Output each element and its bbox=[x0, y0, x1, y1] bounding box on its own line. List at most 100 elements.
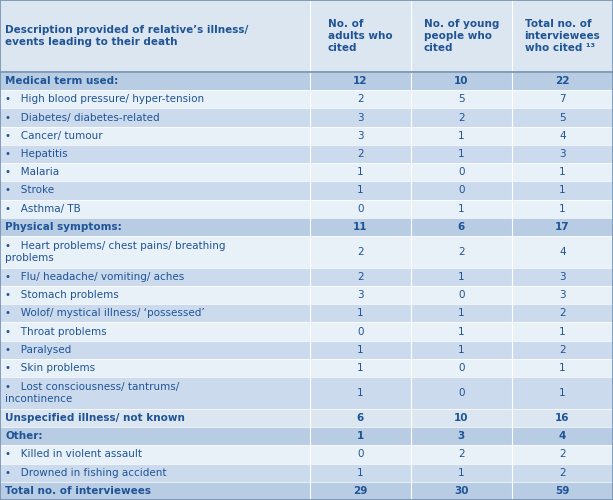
Bar bbox=[310, 377, 411, 409]
Bar bbox=[0, 377, 310, 409]
Text: 1: 1 bbox=[559, 326, 566, 336]
Text: 1: 1 bbox=[357, 468, 364, 477]
Text: 2: 2 bbox=[458, 112, 465, 122]
Bar bbox=[310, 427, 411, 446]
Text: Other:: Other: bbox=[5, 431, 42, 441]
Text: 16: 16 bbox=[555, 413, 569, 423]
Bar bbox=[310, 322, 411, 340]
Text: •   Paralysed: • Paralysed bbox=[5, 345, 71, 355]
Bar bbox=[512, 163, 613, 182]
Text: 1: 1 bbox=[458, 326, 465, 336]
Bar bbox=[310, 446, 411, 464]
Text: 1: 1 bbox=[357, 388, 364, 398]
Text: 6: 6 bbox=[357, 413, 364, 423]
Text: 1: 1 bbox=[559, 204, 566, 214]
Bar bbox=[512, 182, 613, 200]
Text: 59: 59 bbox=[555, 486, 569, 496]
Text: 3: 3 bbox=[458, 431, 465, 441]
Bar bbox=[411, 377, 512, 409]
Text: 3: 3 bbox=[559, 272, 566, 282]
Text: 10: 10 bbox=[454, 413, 468, 423]
Bar bbox=[0, 446, 310, 464]
Text: •   Malaria: • Malaria bbox=[5, 168, 59, 177]
Bar bbox=[0, 482, 310, 500]
Bar bbox=[310, 218, 411, 236]
Text: •   Throat problems: • Throat problems bbox=[5, 326, 107, 336]
Text: •   High blood pressure/ hyper-tension: • High blood pressure/ hyper-tension bbox=[5, 94, 204, 104]
Text: •   Stomach problems: • Stomach problems bbox=[5, 290, 119, 300]
Bar bbox=[0, 340, 310, 359]
Text: 4: 4 bbox=[558, 431, 566, 441]
Text: 5: 5 bbox=[458, 94, 465, 104]
Bar bbox=[310, 163, 411, 182]
Bar bbox=[310, 72, 411, 90]
Text: 1: 1 bbox=[458, 308, 465, 318]
Text: 11: 11 bbox=[353, 222, 367, 232]
Text: 0: 0 bbox=[357, 326, 364, 336]
Text: 1: 1 bbox=[357, 431, 364, 441]
Text: 2: 2 bbox=[559, 450, 566, 460]
Bar bbox=[512, 304, 613, 322]
Bar bbox=[310, 286, 411, 304]
Bar bbox=[0, 182, 310, 200]
Bar bbox=[411, 322, 512, 340]
Bar bbox=[512, 446, 613, 464]
Text: 3: 3 bbox=[357, 131, 364, 141]
Text: 2: 2 bbox=[559, 468, 566, 477]
Bar bbox=[512, 108, 613, 126]
Bar bbox=[411, 268, 512, 286]
Text: 2: 2 bbox=[559, 345, 566, 355]
Bar bbox=[512, 236, 613, 268]
Bar bbox=[411, 0, 512, 72]
Bar bbox=[512, 409, 613, 427]
Bar bbox=[0, 304, 310, 322]
Text: 2: 2 bbox=[357, 272, 364, 282]
Text: 2: 2 bbox=[559, 308, 566, 318]
Bar bbox=[310, 200, 411, 218]
Text: 0: 0 bbox=[458, 186, 465, 196]
Bar bbox=[512, 268, 613, 286]
Bar bbox=[310, 145, 411, 163]
Text: 17: 17 bbox=[555, 222, 569, 232]
Text: 5: 5 bbox=[559, 112, 566, 122]
Text: 1: 1 bbox=[458, 131, 465, 141]
Bar bbox=[0, 200, 310, 218]
Text: •   Diabetes/ diabetes-related: • Diabetes/ diabetes-related bbox=[5, 112, 159, 122]
Text: 1: 1 bbox=[458, 204, 465, 214]
Bar bbox=[310, 108, 411, 126]
Text: •   Wolof/ mystical illness/ ‘possessed’: • Wolof/ mystical illness/ ‘possessed’ bbox=[5, 308, 205, 318]
Text: 4: 4 bbox=[559, 247, 566, 257]
Bar bbox=[512, 377, 613, 409]
Bar bbox=[411, 200, 512, 218]
Text: •   Cancer/ tumour: • Cancer/ tumour bbox=[5, 131, 102, 141]
Bar bbox=[411, 108, 512, 126]
Text: 1: 1 bbox=[559, 168, 566, 177]
Text: •   Killed in violent assault: • Killed in violent assault bbox=[5, 450, 142, 460]
Bar bbox=[411, 218, 512, 236]
Bar bbox=[310, 340, 411, 359]
Text: 0: 0 bbox=[458, 290, 465, 300]
Bar bbox=[0, 359, 310, 377]
Text: 3: 3 bbox=[559, 290, 566, 300]
Bar bbox=[411, 126, 512, 145]
Bar bbox=[512, 90, 613, 108]
Bar bbox=[411, 446, 512, 464]
Bar bbox=[310, 304, 411, 322]
Text: 22: 22 bbox=[555, 76, 569, 86]
Text: 2: 2 bbox=[357, 94, 364, 104]
Bar bbox=[512, 200, 613, 218]
Text: 3: 3 bbox=[357, 112, 364, 122]
Bar bbox=[512, 126, 613, 145]
Text: 6: 6 bbox=[458, 222, 465, 232]
Bar bbox=[310, 0, 411, 72]
Bar bbox=[0, 145, 310, 163]
Bar bbox=[310, 126, 411, 145]
Text: 1: 1 bbox=[559, 388, 566, 398]
Text: •   Heart problems/ chest pains/ breathing
problems: • Heart problems/ chest pains/ breathing… bbox=[5, 240, 226, 263]
Text: No. of young
people who
cited: No. of young people who cited bbox=[424, 18, 499, 54]
Text: 1: 1 bbox=[458, 345, 465, 355]
Text: 12: 12 bbox=[353, 76, 367, 86]
Bar bbox=[310, 464, 411, 482]
Text: 2: 2 bbox=[458, 450, 465, 460]
Bar bbox=[411, 340, 512, 359]
